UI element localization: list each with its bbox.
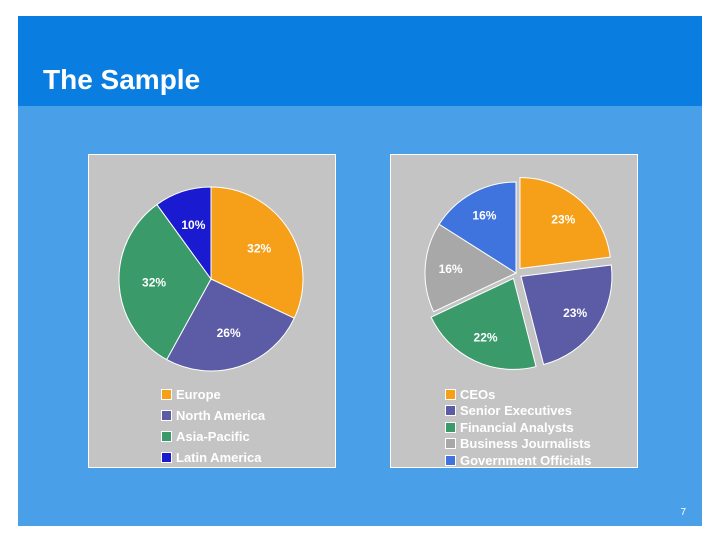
- pie-slice-europe: [210, 186, 304, 319]
- pie-slice-senior-executives: [520, 264, 613, 366]
- legend-swatch: [445, 421, 456, 433]
- legend-item: Latin America: [161, 448, 262, 466]
- slice-label: 10%: [181, 218, 205, 232]
- legend-label: Latin America: [176, 449, 262, 465]
- slide: The Sample 32% 26% 32% 10% Europe North Amer…: [18, 16, 702, 526]
- legend-label: Financial Analysts: [460, 419, 574, 435]
- pie-slice-government-officials: [438, 181, 517, 274]
- pie-slice-asia-pacific: [118, 203, 212, 361]
- legend-label: Senior Executives: [460, 403, 572, 418]
- legend-item: CEOs: [445, 385, 495, 403]
- legend-label: Business Journalists: [460, 436, 591, 451]
- legend-swatch: [161, 430, 172, 442]
- pie-slice-ceos: [519, 176, 611, 270]
- region-chart-panel: 32% 26% 32% 10% Europe North America Asia-Pac…: [88, 154, 336, 468]
- legend-swatch: [445, 438, 456, 449]
- slice-label: 32%: [142, 276, 166, 290]
- legend-item: Asia-Pacific: [161, 427, 250, 445]
- slice-label: 23%: [563, 306, 587, 320]
- pie-slice-latin-america: [156, 186, 212, 281]
- slice-label: 32%: [247, 241, 271, 255]
- slice-label: 22%: [474, 331, 498, 345]
- legend-label: Asia-Pacific: [176, 428, 250, 444]
- slide-title: The Sample: [43, 64, 201, 95]
- legend-swatch: [161, 451, 172, 463]
- pie-slice-business-journalists: [424, 223, 518, 313]
- legend-label: North America: [176, 407, 266, 423]
- legend-swatch: [161, 388, 172, 400]
- title-bar: The Sample: [18, 16, 702, 106]
- legend-item: Europe: [161, 385, 221, 403]
- legend-swatch: [445, 405, 456, 416]
- pie-slice-financial-analysts: [430, 277, 537, 370]
- legend-swatch: [445, 388, 456, 400]
- region-pie-chart: 32% 26% 32% 10%: [118, 186, 304, 372]
- role-chart-panel: 23% 23% 22% 16% 16% CEOs Senior Executives Fin…: [390, 154, 638, 468]
- page-number: 7: [680, 507, 686, 518]
- legend-label: CEOs: [460, 386, 496, 402]
- legend-swatch: [445, 454, 456, 466]
- slice-label: 16%: [472, 209, 496, 223]
- legend-item: Business Journalists: [445, 435, 591, 453]
- legend-item: North America: [161, 406, 265, 424]
- slice-label: 16%: [439, 262, 463, 276]
- legend-label: Europe: [176, 386, 221, 402]
- legend-label: Government Officials: [460, 452, 592, 468]
- legend-item: Government Officials: [445, 451, 591, 469]
- legend-swatch: [161, 409, 172, 421]
- slice-label: 26%: [217, 326, 241, 340]
- legend-item: Senior Executives: [445, 402, 572, 420]
- slice-label: 23%: [551, 212, 575, 226]
- role-pie-chart: 23% 23% 22% 16% 16%: [424, 176, 613, 370]
- legend-item: Financial Analysts: [445, 418, 574, 436]
